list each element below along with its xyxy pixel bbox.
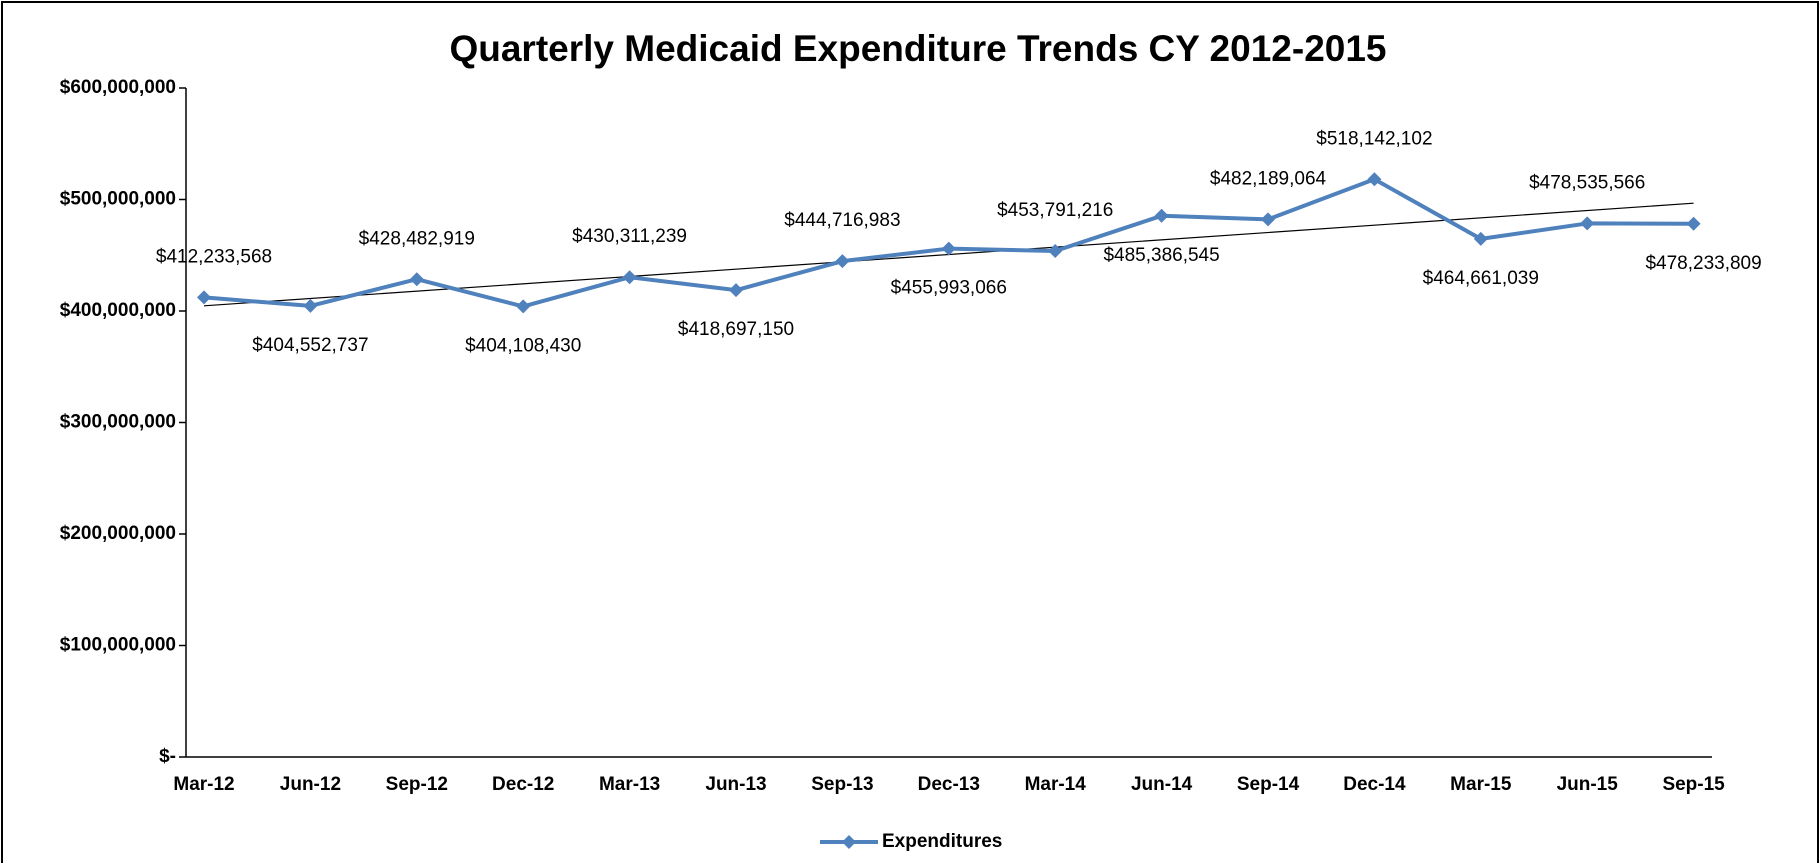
legend-marker: [842, 835, 856, 849]
x-tick-label: Dec-12: [492, 774, 554, 795]
chart-title: Quarterly Medicaid Expenditure Trends CY…: [449, 28, 1386, 69]
marker: [1154, 208, 1169, 223]
data-label: $455,993,066: [891, 278, 1007, 299]
x-tick-label: Sep-13: [811, 774, 873, 795]
y-tick-label: $400,000,000: [60, 300, 176, 321]
data-label: $453,791,216: [997, 200, 1113, 221]
data-label: $478,233,809: [1645, 253, 1761, 274]
x-tick-label: Sep-12: [386, 774, 448, 795]
data-label: $518,142,102: [1316, 128, 1432, 149]
data-label: $485,386,545: [1103, 245, 1219, 266]
marker: [409, 272, 424, 287]
marker: [1367, 172, 1382, 187]
data-label: $404,108,430: [465, 335, 581, 356]
marker: [622, 270, 637, 285]
marker: [1048, 244, 1063, 259]
x-tick-label: Sep-14: [1237, 774, 1300, 795]
data-label: $428,482,919: [359, 228, 475, 249]
marker: [197, 290, 211, 305]
marker: [1261, 212, 1275, 227]
marker: [941, 241, 956, 256]
x-tick-label: Jun-14: [1131, 774, 1193, 795]
marker: [303, 298, 318, 313]
x-tick-label: Dec-14: [1343, 774, 1406, 795]
y-tick-label: $100,000,000: [60, 635, 176, 656]
x-tick-label: Mar-15: [1450, 774, 1512, 795]
data-label: $482,189,064: [1210, 168, 1327, 189]
data-label: $404,552,737: [252, 335, 368, 356]
x-tick-label: Dec-13: [918, 774, 980, 795]
x-tick-label: Sep-15: [1662, 774, 1725, 795]
y-tick-label: $200,000,000: [60, 523, 176, 544]
data-label: $444,716,983: [784, 210, 900, 231]
marker: [1473, 231, 1488, 246]
x-tick-label: Mar-14: [1025, 774, 1087, 795]
data-label: $418,697,150: [678, 319, 794, 340]
marker: [729, 283, 743, 298]
marker: [516, 299, 531, 314]
y-tick-label: $500,000,000: [60, 189, 176, 210]
legend-label: Expenditures: [882, 831, 1002, 852]
x-tick-label: Jun-15: [1557, 774, 1619, 795]
x-tick-label: Mar-13: [599, 774, 660, 795]
x-tick-label: Mar-12: [173, 774, 234, 795]
data-label: $412,233,568: [156, 246, 272, 267]
y-tick-label: $600,000,000: [60, 77, 176, 98]
x-tick-label: Jun-12: [280, 774, 341, 795]
y-tick-label: $-: [159, 746, 176, 767]
marker: [835, 254, 850, 269]
y-tick-label: $300,000,000: [60, 412, 176, 433]
data-label: $464,661,039: [1423, 268, 1539, 289]
data-label: $430,311,239: [572, 226, 687, 247]
x-tick-label: Jun-13: [705, 774, 766, 795]
marker: [1686, 216, 1701, 231]
data-label: $478,535,566: [1529, 172, 1645, 193]
marker: [1580, 216, 1595, 231]
